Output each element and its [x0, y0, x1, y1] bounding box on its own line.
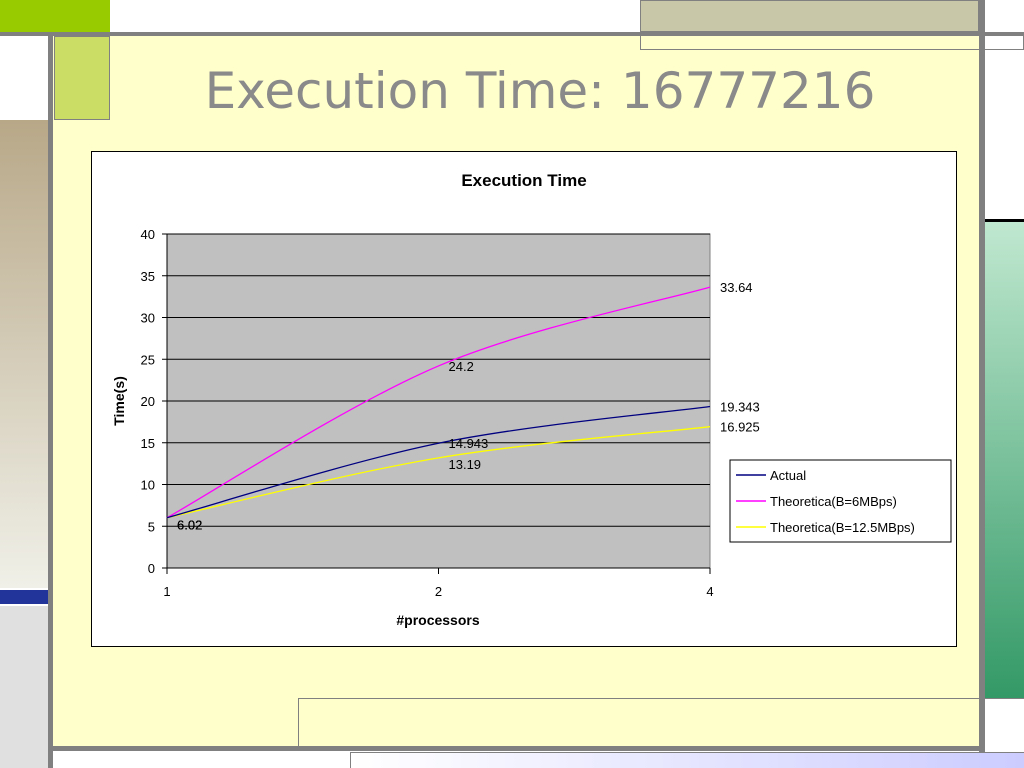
- y-tick-label: 10: [141, 478, 155, 493]
- y-tick-label: 35: [141, 269, 155, 284]
- legend-label: Theoretica(B=6MBps): [770, 494, 897, 509]
- frame-bar-left: [48, 0, 53, 768]
- x-tick-label: 4: [706, 584, 713, 599]
- y-tick-label: 30: [141, 311, 155, 326]
- y-tick-label: 5: [148, 519, 155, 534]
- data-label: 16.925: [720, 420, 760, 435]
- chart-container: Execution Time Time(s) #processors 0 5 10 1…: [91, 151, 957, 647]
- data-label: 24.2: [449, 359, 474, 374]
- tan-left-block: [0, 120, 48, 588]
- y-tick-label: 40: [141, 227, 155, 242]
- frame-bar-right: [979, 0, 985, 752]
- lime-top-block: [0, 0, 110, 32]
- legend: Actual Theoretica(B=6MBps) Theoretica(B=12…: [729, 459, 952, 543]
- data-label: 33.64: [720, 280, 753, 295]
- series-line-2: [166, 426, 711, 519]
- frame-bar-top: [0, 32, 1024, 36]
- data-label: 6.02: [177, 518, 202, 533]
- green-right-block: [985, 222, 1024, 698]
- legend-label: Theoretica(B=12.5MBps): [770, 520, 915, 535]
- navy-left-block: [0, 590, 48, 604]
- legend-label: Actual: [770, 468, 806, 483]
- data-label: 19.343: [720, 399, 760, 414]
- lime-square-block: [54, 36, 110, 120]
- chart-title: Execution Time: [461, 171, 586, 190]
- y-tick-label: 25: [141, 352, 155, 367]
- data-label: 6.02: [177, 518, 202, 533]
- black-right-line: [985, 219, 1024, 222]
- y-tick-label: 20: [141, 394, 155, 409]
- execution-time-chart: Execution Time Time(s) #processors 0 5 10 1…: [111, 171, 952, 628]
- slide-title: Execution Time: 16777216: [204, 62, 876, 120]
- y-axis-label: Time(s): [111, 376, 127, 426]
- y-tick-label: 15: [141, 436, 155, 451]
- series-line-1: [166, 286, 711, 519]
- khaki-top-block: [640, 0, 979, 32]
- lavender-bottom-block: [350, 752, 1024, 768]
- series-line-0: [166, 405, 711, 519]
- legend-box: [729, 459, 952, 543]
- x-tick-label: 1: [163, 584, 170, 599]
- y-tick-label: 0: [148, 561, 155, 576]
- data-label: 14.943: [449, 436, 489, 451]
- x-tick-label: 2: [435, 584, 442, 599]
- data-label: 13.19: [449, 457, 482, 472]
- outline-box-top: [640, 32, 1024, 50]
- gray-left-block: [0, 606, 48, 768]
- frame-bar-bottom: [48, 746, 984, 751]
- data-label: 6.02: [177, 518, 202, 533]
- outline-box-bottom: [298, 698, 1024, 748]
- x-axis-label: #processors: [396, 612, 479, 628]
